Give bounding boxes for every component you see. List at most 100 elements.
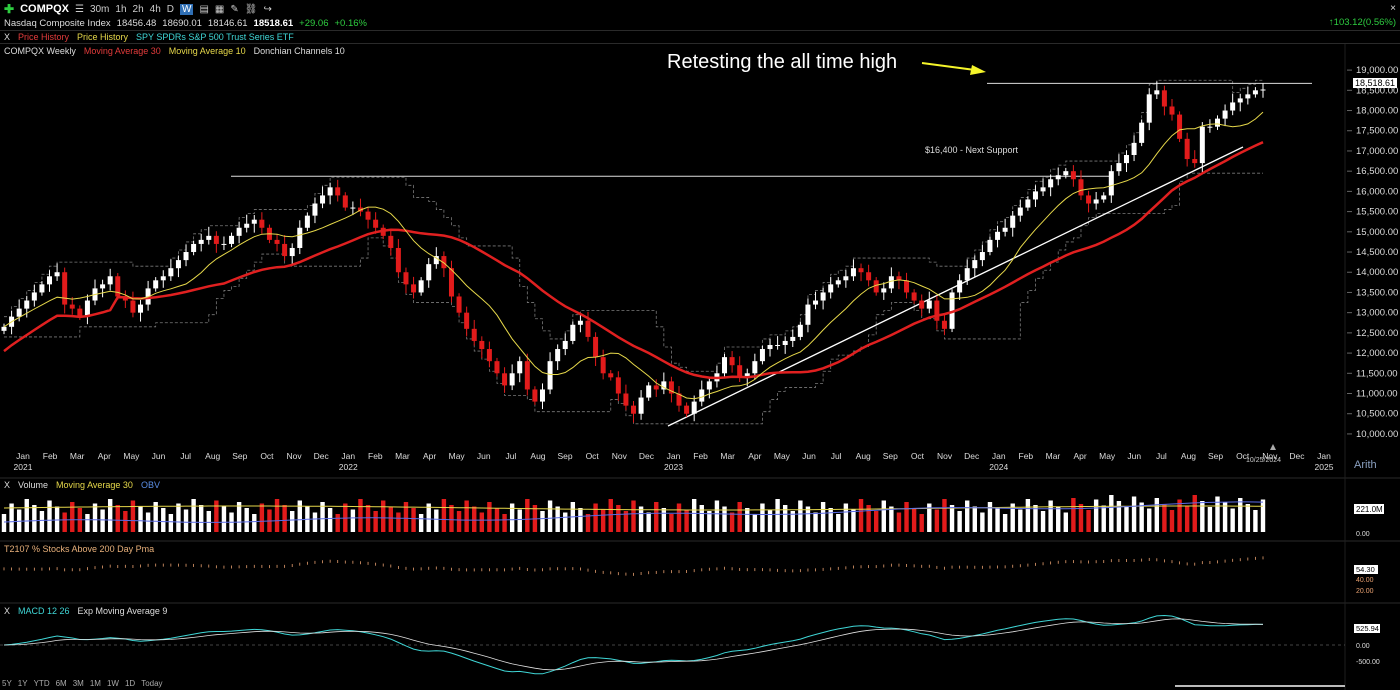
range-1m[interactable]: 1M: [89, 679, 101, 688]
volume-bar: [1093, 499, 1099, 532]
candle-body: [850, 268, 856, 277]
volume-bar: [540, 511, 545, 532]
t2107-label[interactable]: T2107 % Stocks Above 200 Day Pma: [4, 544, 155, 554]
candle-body: [820, 292, 826, 301]
y-tick-label: 17,500.00: [1356, 126, 1398, 137]
volume-bar: [1086, 510, 1091, 532]
close-chart-button[interactable]: ×: [1390, 3, 1396, 14]
symbol-input[interactable]: COMPQX: [20, 3, 69, 15]
x-year-label: 2025: [1315, 462, 1334, 472]
volume-bar: [320, 502, 325, 532]
divider: [0, 30, 1400, 31]
drawing-icon[interactable]: ✎: [230, 3, 239, 15]
volume-bar: [161, 508, 166, 532]
y-tick-label: 17,000.00: [1356, 146, 1398, 157]
study-ma30[interactable]: Moving Average 30: [83, 46, 161, 56]
volume-bar: [1222, 502, 1228, 532]
obv-label[interactable]: OBV: [140, 480, 160, 490]
right-change-value: 103.12: [1333, 17, 1363, 28]
volume-label[interactable]: Volume: [18, 480, 49, 490]
x-tick-label: Oct: [586, 451, 600, 461]
volume-bar: [927, 503, 932, 532]
macd-label[interactable]: MACD 12 26: [18, 606, 70, 616]
y-tick-label: 13,000.00: [1356, 308, 1398, 319]
volume-bar: [600, 509, 606, 532]
candle-body: [555, 349, 561, 362]
macd-line: [3, 614, 1263, 675]
candle-body: [722, 357, 728, 374]
range-6m[interactable]: 6M: [55, 679, 67, 688]
volume-bar: [1260, 499, 1266, 532]
candle-body: [1237, 98, 1243, 103]
toolbar: ✚ COMPQX ☰ 30m 1h 2h 4h D W ▤ ▦ ✎ ⛓ ↪: [0, 2, 272, 16]
study-donchian[interactable]: Donchian Channels 10: [253, 46, 345, 56]
x-tick-label: Jul: [1156, 451, 1167, 461]
range-1d[interactable]: 1D: [124, 679, 136, 688]
volume-bar: [183, 509, 189, 532]
range-today[interactable]: Today: [141, 679, 163, 688]
volume-bar: [236, 502, 242, 532]
candle-body: [881, 288, 887, 293]
y-tick-label: 10,500.00: [1356, 409, 1398, 420]
timeframe-30m[interactable]: 30m: [89, 3, 110, 15]
candle-body: [494, 361, 500, 374]
range-1y[interactable]: 1Y: [17, 679, 28, 688]
volume-bar: [965, 500, 970, 532]
scroll-marker-icon: [1270, 444, 1276, 450]
layout-icon[interactable]: ▦: [214, 3, 225, 15]
volume-bar: [980, 512, 985, 532]
range-5y[interactable]: 5Y: [2, 679, 12, 688]
candle-body: [949, 292, 955, 329]
volume-bar: [214, 500, 219, 532]
volume-ma30-label[interactable]: Moving Average 30: [56, 480, 133, 490]
candle-body: [813, 300, 819, 305]
timeframe-d[interactable]: D: [166, 3, 174, 15]
overlay-spy[interactable]: SPY SPDRs S&P 500 Trust Series ETF: [136, 32, 294, 42]
volume-bar: [638, 506, 644, 532]
candle-body: [661, 381, 667, 390]
volume-bar: [70, 502, 75, 532]
range-ytd[interactable]: YTD: [33, 679, 50, 688]
main-panel-label[interactable]: COMPQX Weekly: [4, 46, 76, 56]
trendline: [667, 146, 1244, 427]
list-icon[interactable]: ☰: [74, 3, 84, 15]
share-icon[interactable]: ↪: [263, 3, 272, 15]
scale-mode[interactable]: Arith: [1354, 459, 1377, 471]
candle-body: [426, 264, 432, 281]
volume-close-button[interactable]: X: [4, 480, 11, 490]
candle-body: [957, 280, 963, 293]
study-ma10[interactable]: Moving Average 10: [168, 46, 246, 56]
volume-bar: [456, 511, 462, 532]
timeframe-w[interactable]: W: [180, 3, 194, 15]
overlay-close-button[interactable]: X: [4, 32, 11, 42]
range-3m[interactable]: 3M: [72, 679, 84, 688]
link-icon[interactable]: ⛓: [244, 3, 258, 15]
timeframe-2h[interactable]: 2h: [132, 3, 144, 15]
candle-body: [312, 203, 318, 216]
candle-body: [585, 320, 591, 337]
add-symbol-icon[interactable]: ✚: [4, 2, 15, 16]
candle-body: [1199, 126, 1205, 164]
x-year-label: 2021: [14, 462, 33, 472]
overlay-price-history-1[interactable]: Price History: [18, 32, 70, 42]
macd-signal-label[interactable]: Exp Moving Average 9: [77, 606, 168, 616]
macd-axis-label: -500.00: [1356, 659, 1380, 666]
candle-body: [737, 365, 743, 378]
candle-body: [1086, 195, 1092, 204]
x-tick-label: Oct: [260, 451, 274, 461]
volume-bar: [934, 509, 940, 532]
volume-bar: [191, 499, 196, 532]
range-1w[interactable]: 1W: [106, 679, 119, 688]
volume-bar: [820, 502, 826, 532]
chart-style-icon[interactable]: ▤: [199, 3, 209, 15]
overlay-price-history-2[interactable]: Price History: [77, 32, 129, 42]
candle-body: [1161, 90, 1167, 107]
timeframe-4h[interactable]: 4h: [149, 3, 161, 15]
candle-body: [464, 312, 470, 329]
t2107-axis-label: 40.00: [1356, 577, 1374, 584]
candle-body: [524, 361, 530, 390]
timeframe-1h[interactable]: 1h: [115, 3, 127, 15]
macd-close-button[interactable]: X: [4, 606, 11, 616]
x-tick-label: Apr: [98, 451, 111, 461]
